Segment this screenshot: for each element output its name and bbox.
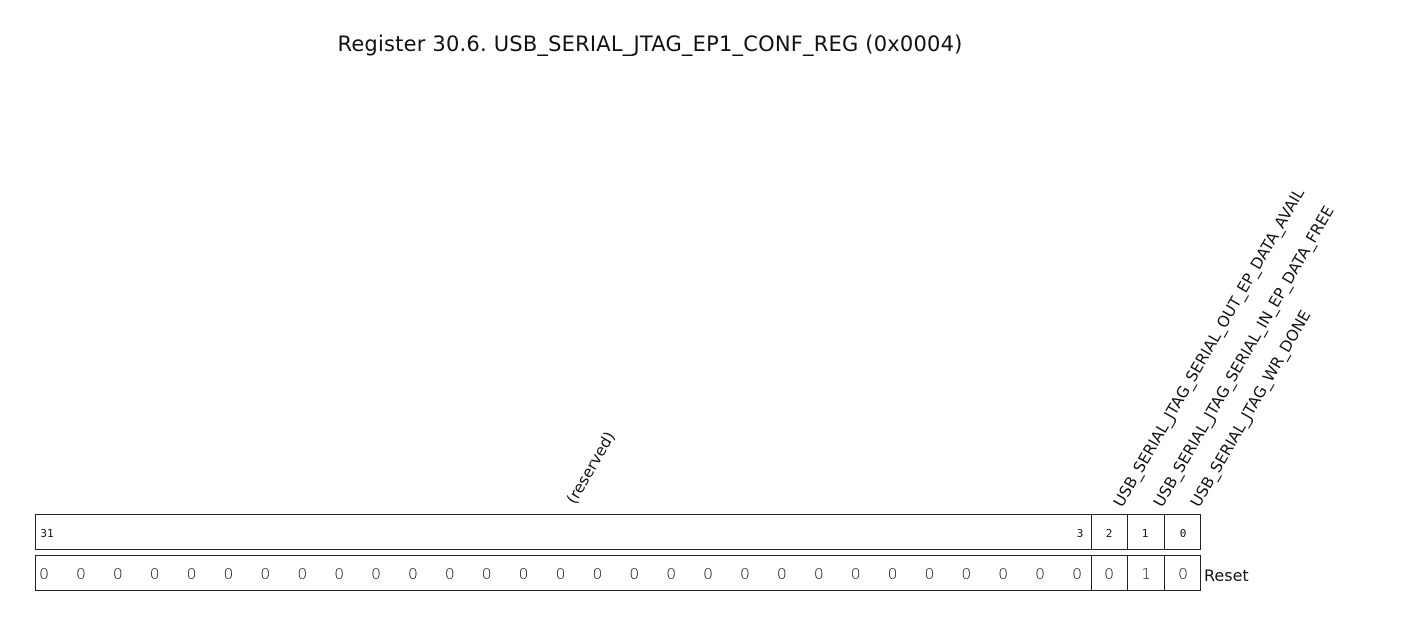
reset-divider-bit1-bit0 <box>1164 556 1166 590</box>
reset-value-reserved-bit-17: 0 <box>555 565 566 583</box>
reset-value-bit2: 0 <box>1104 565 1114 583</box>
reset-label: Reset <box>1204 566 1249 585</box>
reset-value-reserved-bit-4: 0 <box>1035 565 1046 583</box>
field-label-reserved: (reserved) <box>563 428 619 507</box>
reset-value-reserved-bit-6: 0 <box>961 565 972 583</box>
reset-value-bit1: 1 <box>1141 565 1151 583</box>
reset-value-reserved-bit-8: 0 <box>887 565 898 583</box>
bit-number-2: 2 <box>1105 527 1113 540</box>
bit-number-row <box>35 514 1201 550</box>
reset-value-bit0: 0 <box>1178 565 1188 583</box>
reset-value-reserved-bit-14: 0 <box>666 565 677 583</box>
reset-value-reserved-bit-11: 0 <box>776 565 787 583</box>
reset-value-reserved-bit-16: 0 <box>592 565 603 583</box>
reset-value-reserved-bit-30: 0 <box>75 565 86 583</box>
reset-value-reserved-bit-25: 0 <box>260 565 271 583</box>
reset-value-reserved-bit-13: 0 <box>703 565 713 583</box>
reset-value-reserved-bit-5: 0 <box>998 565 1009 583</box>
field-label-in-ep-data-free: USB_SERIAL_JTAG_SERIAL_IN_EP_DATA_FREE <box>1150 202 1338 511</box>
bit-number-31: 31 <box>40 527 54 540</box>
reset-value-reserved-bit-22: 0 <box>371 565 381 583</box>
divider-bit2-bit1 <box>1127 515 1129 549</box>
reset-value-reserved-bit-19: 0 <box>481 565 492 583</box>
reset-value-reserved-bit-15: 0 <box>629 565 640 583</box>
divider-bit3-bit2 <box>1091 515 1093 549</box>
reset-value-reserved-bit-26: 0 <box>223 565 234 583</box>
reset-value-reserved-bit-10: 0 <box>813 565 824 583</box>
reset-value-reserved-bit-7: 0 <box>924 565 935 583</box>
reset-divider-bit2-bit1 <box>1127 556 1129 590</box>
bit-number-0: 0 <box>1179 527 1187 540</box>
divider-bit1-bit0 <box>1164 515 1166 549</box>
reset-value-reserved-bit-27: 0 <box>186 565 197 583</box>
reset-value-reserved-bit-12: 0 <box>740 565 750 583</box>
reset-value-reserved-bit-23: 0 <box>334 565 345 583</box>
reset-value-reserved-bit-29: 0 <box>112 565 123 583</box>
reset-value-reserved-bit-3: 0 <box>1072 565 1082 583</box>
reset-value-reserved-bit-31: 0 <box>39 565 49 583</box>
reset-value-reserved-bit-20: 0 <box>444 565 455 583</box>
reset-divider-bit3-bit2 <box>1091 556 1093 590</box>
reset-value-reserved-bit-24: 0 <box>297 565 308 583</box>
reset-value-reserved-bit-28: 0 <box>149 565 160 583</box>
reset-value-row <box>35 555 1201 591</box>
bit-number-1: 1 <box>1141 527 1149 540</box>
reset-value-reserved-bit-9: 0 <box>850 565 861 583</box>
register-title: Register 30.6. USB_SERIAL_JTAG_EP1_CONF_… <box>337 32 963 56</box>
reset-value-reserved-bit-21: 0 <box>407 565 418 583</box>
reset-value-reserved-bit-18: 0 <box>518 565 529 583</box>
bit-number-3: 3 <box>1076 527 1084 540</box>
